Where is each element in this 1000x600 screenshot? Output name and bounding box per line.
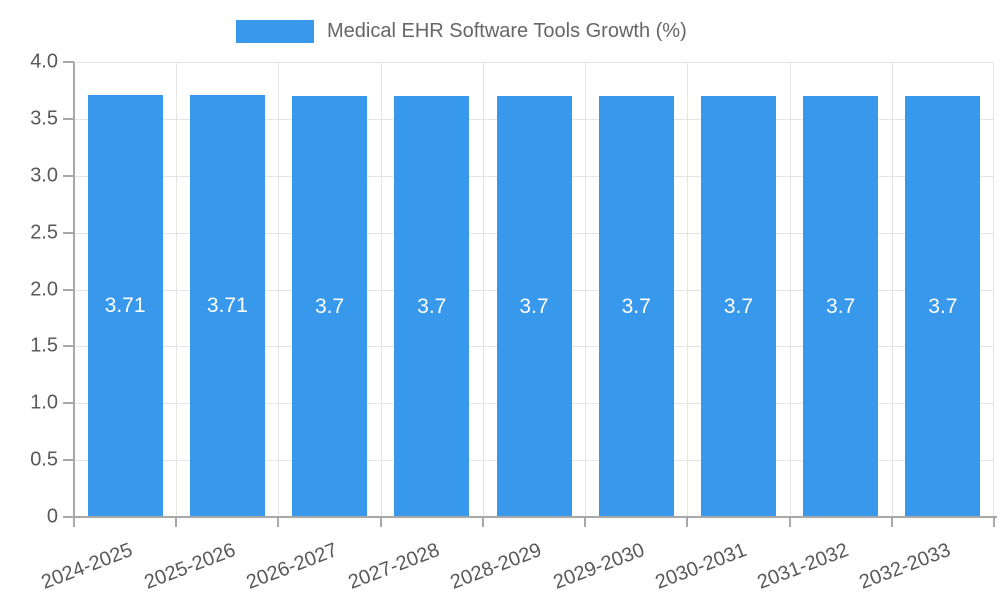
y-tick-mark xyxy=(63,61,74,63)
x-tick-label: 2024-2025 xyxy=(38,539,137,594)
legend: Medical EHR Software Tools Growth (%) xyxy=(236,20,687,43)
gridline-vertical xyxy=(380,62,382,517)
y-tick-mark xyxy=(63,516,74,518)
bar[interactable] xyxy=(496,96,572,517)
x-tick-label: 2025-2026 xyxy=(141,539,239,594)
gridline-vertical xyxy=(585,62,587,517)
bar-value-label: 3.71 xyxy=(206,293,248,317)
x-axis-line xyxy=(63,516,997,518)
x-tick-label: 2030-2031 xyxy=(652,539,750,594)
x-tick-mark xyxy=(890,517,893,527)
y-tick-mark xyxy=(63,402,74,405)
gridline-vertical xyxy=(687,62,689,517)
gridline-vertical xyxy=(891,62,893,517)
bar[interactable] xyxy=(700,96,776,517)
x-tick-mark xyxy=(584,517,587,527)
bar-value-label: 3.71 xyxy=(104,293,146,317)
x-tick-label: 2027-2028 xyxy=(345,539,443,594)
bar-value-label: 3.7 xyxy=(621,294,651,318)
gridline-horizontal xyxy=(74,62,994,63)
bar[interactable] xyxy=(803,96,879,517)
bar[interactable] xyxy=(87,95,163,517)
x-tick-mark xyxy=(379,517,382,527)
legend-label[interactable]: Medical EHR Software Tools Growth (%) xyxy=(327,20,687,42)
y-tick-mark xyxy=(63,288,74,291)
gridline-vertical xyxy=(993,62,994,517)
x-tick-mark xyxy=(993,517,995,527)
x-tick-mark xyxy=(481,517,484,527)
bar[interactable] xyxy=(905,96,981,517)
bar[interactable] xyxy=(189,95,265,517)
y-tick-label: 2.0 xyxy=(30,278,58,300)
bar-value-label: 3.7 xyxy=(928,294,958,318)
bar[interactable] xyxy=(394,96,470,517)
y-tick-label: 0 xyxy=(46,505,58,528)
legend-swatch[interactable] xyxy=(236,20,314,43)
bar-value-label: 3.7 xyxy=(417,294,447,318)
bar-value-label: 3.7 xyxy=(519,294,549,318)
y-tick-mark xyxy=(63,174,74,177)
bar[interactable] xyxy=(598,96,674,517)
x-tick-mark xyxy=(73,517,75,527)
x-tick-label: 2031-2032 xyxy=(754,539,852,594)
x-tick-mark xyxy=(175,517,178,527)
x-tick-label: 2029-2030 xyxy=(549,539,648,594)
gridline-vertical xyxy=(482,62,484,517)
x-tick-label: 2032-2033 xyxy=(856,539,954,594)
bar-value-label: 3.7 xyxy=(826,294,856,318)
plot-area: 3.71 3.71 3.7 3.7 3.7 3.7 3.7 3.7 3.7 xyxy=(74,62,994,517)
y-tick-mark xyxy=(63,117,74,120)
x-tick-label: 2028-2029 xyxy=(447,539,545,594)
y-tick-label: 4.0 xyxy=(30,50,58,73)
x-tick-mark xyxy=(788,517,791,527)
y-tick-label: 1.0 xyxy=(30,391,58,414)
bar-value-label: 3.7 xyxy=(314,294,345,318)
y-tick-label: 1.5 xyxy=(30,334,58,357)
y-tick-mark xyxy=(63,231,74,234)
x-tick-mark xyxy=(686,517,689,527)
y-tick-label: 3.5 xyxy=(30,107,58,130)
x-tick-label: 2026-2027 xyxy=(243,539,341,594)
y-tick-mark xyxy=(63,459,74,462)
bar[interactable] xyxy=(292,96,368,517)
gridline-vertical xyxy=(176,62,178,517)
y-tick-mark xyxy=(63,345,74,348)
y-tick-label: 0.5 xyxy=(30,448,58,471)
y-tick-label: 2.5 xyxy=(30,221,58,244)
gridline-vertical xyxy=(278,62,280,517)
gridline-vertical xyxy=(789,62,791,517)
y-tick-label: 3.0 xyxy=(30,164,58,187)
x-tick-mark xyxy=(277,517,280,527)
y-axis-line xyxy=(73,62,75,518)
bar-value-label: 3.7 xyxy=(723,294,754,318)
